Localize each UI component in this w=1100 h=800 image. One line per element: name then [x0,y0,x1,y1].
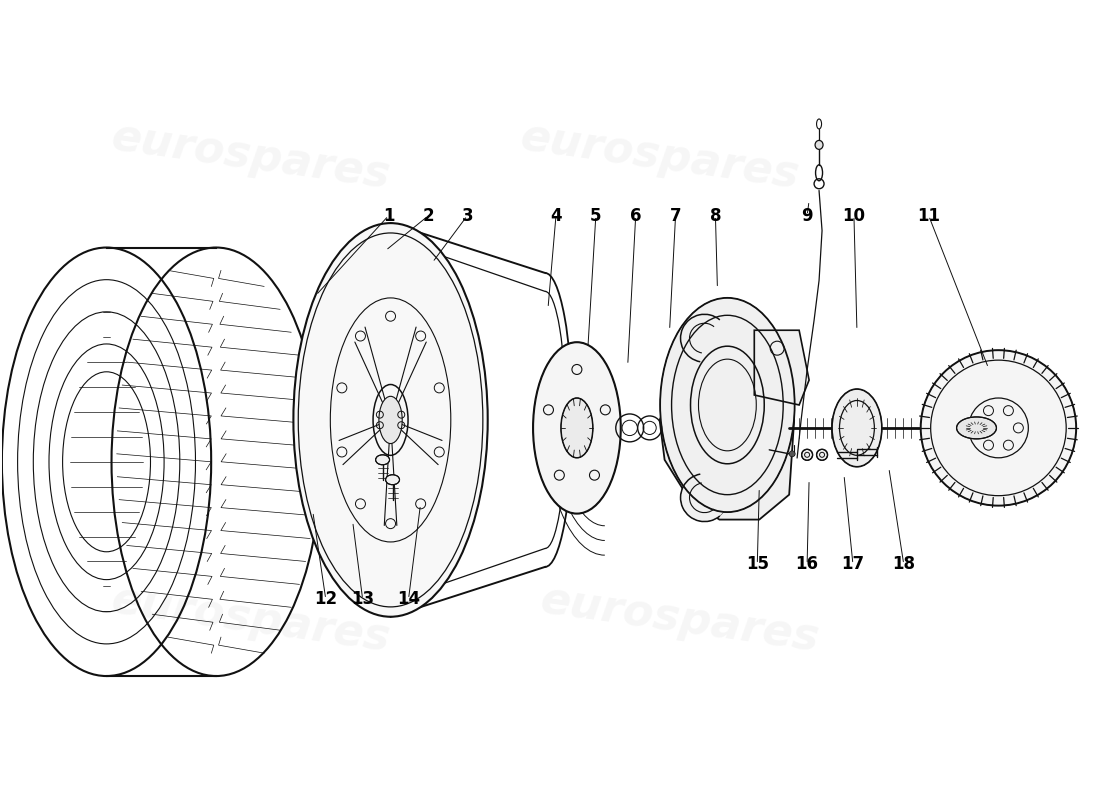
Text: 2: 2 [422,206,435,225]
Ellipse shape [561,398,593,458]
Text: 9: 9 [801,206,813,225]
Ellipse shape [816,450,827,460]
Text: 16: 16 [795,555,818,574]
Text: 1: 1 [383,206,394,225]
Ellipse shape [294,223,487,617]
Text: 7: 7 [670,206,681,225]
Text: 4: 4 [550,206,562,225]
Ellipse shape [832,389,882,466]
Ellipse shape [378,396,403,443]
Text: 13: 13 [351,590,374,608]
Ellipse shape [815,141,823,150]
Circle shape [921,350,1076,506]
Text: 17: 17 [842,555,865,574]
Text: 12: 12 [315,590,338,608]
Text: 5: 5 [590,206,602,225]
Ellipse shape [375,455,389,465]
Ellipse shape [957,417,997,439]
Ellipse shape [660,298,794,512]
Text: 18: 18 [892,555,915,574]
Text: eurospares: eurospares [537,578,822,660]
Text: 6: 6 [630,206,641,225]
Text: 15: 15 [746,555,769,574]
Text: 14: 14 [397,590,420,608]
Polygon shape [755,330,810,405]
Text: eurospares: eurospares [109,578,394,660]
Text: eurospares: eurospares [517,115,802,197]
Text: 11: 11 [917,206,940,225]
Ellipse shape [802,450,813,460]
Ellipse shape [386,474,399,485]
Text: 10: 10 [843,206,866,225]
Circle shape [789,451,795,457]
Polygon shape [660,330,794,519]
Text: eurospares: eurospares [109,115,394,197]
Ellipse shape [681,314,728,362]
Text: 3: 3 [462,206,473,225]
Ellipse shape [534,342,620,514]
Text: 8: 8 [710,206,722,225]
Ellipse shape [681,474,728,522]
